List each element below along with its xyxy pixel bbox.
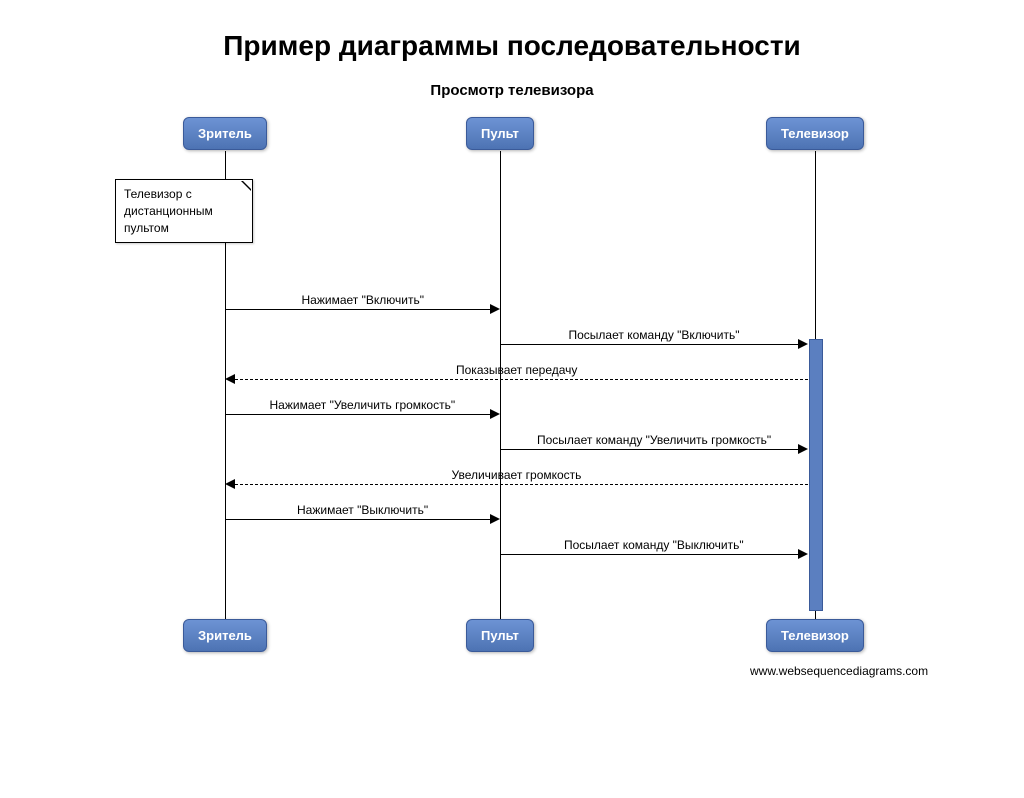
activation-bar	[809, 339, 823, 611]
actor-box-viewer-bottom: Зритель	[183, 619, 267, 652]
page-title: Пример диаграммы последовательности	[0, 30, 1024, 62]
arrowhead-icon	[490, 409, 500, 419]
message-label: Нажимает "Увеличить громкость"	[270, 398, 456, 412]
actor-box-tv-top: Телевизор	[766, 117, 864, 150]
message-label: Увеличивает громкость	[452, 468, 582, 482]
arrowhead-icon	[490, 514, 500, 524]
arrowhead-icon	[225, 479, 235, 489]
message-label: Нажимает "Включить"	[302, 293, 424, 307]
actor-box-tv-bottom: Телевизор	[766, 619, 864, 652]
note: Телевизор сдистанционнымпультом	[115, 179, 253, 243]
arrowhead-icon	[798, 444, 808, 454]
message-line	[235, 379, 808, 380]
lifeline	[500, 151, 501, 619]
message-line	[225, 309, 490, 310]
arrowhead-icon	[490, 304, 500, 314]
message-line	[235, 484, 808, 485]
message-label: Посылает команду "Выключить"	[564, 538, 744, 552]
diagram-title: Просмотр телевизора	[0, 82, 1024, 99]
message-line	[500, 344, 798, 345]
message-line	[225, 414, 490, 415]
actor-box-remote-top: Пульт	[466, 117, 534, 150]
message-label: Нажимает "Выключить"	[297, 503, 428, 517]
message-line	[225, 519, 490, 520]
actor-box-viewer-top: Зритель	[183, 117, 267, 150]
message-line	[500, 449, 798, 450]
sequence-diagram: Зритель Зритель Пульт Пульт Телевизор Телевиз…	[0, 109, 1024, 709]
message-line	[500, 554, 798, 555]
arrowhead-icon	[225, 374, 235, 384]
message-label: Посылает команду "Включить"	[569, 328, 740, 342]
arrowhead-icon	[798, 549, 808, 559]
message-label: Посылает команду "Увеличить громкость"	[537, 433, 771, 447]
arrowhead-icon	[798, 339, 808, 349]
footer-attribution: www.websequencediagrams.com	[750, 664, 928, 678]
message-label: Показывает передачу	[456, 363, 577, 377]
actor-box-remote-bottom: Пульт	[466, 619, 534, 652]
